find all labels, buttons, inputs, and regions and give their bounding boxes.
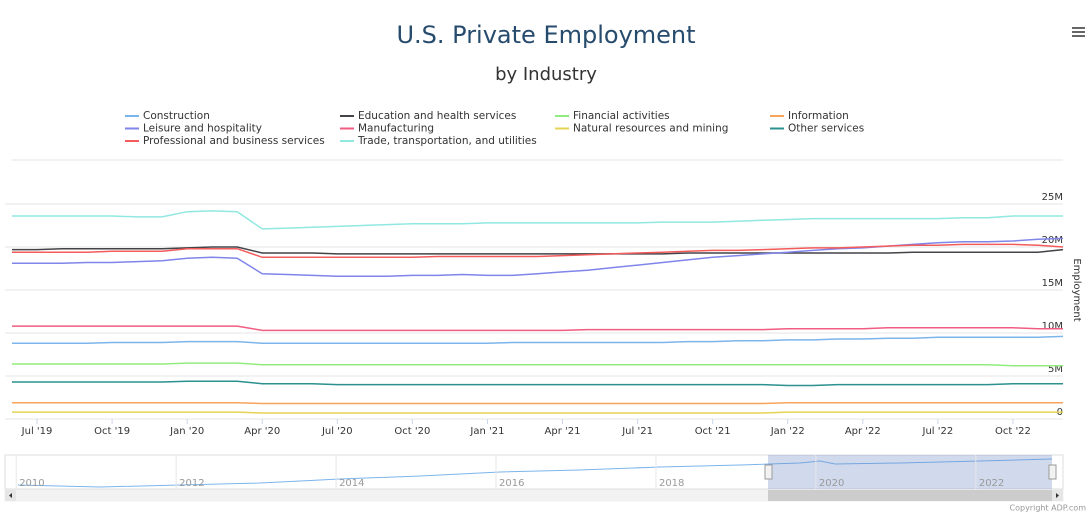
legend-item[interactable]: Construction — [125, 110, 210, 122]
navigator-handle[interactable] — [1048, 464, 1057, 480]
series-line — [12, 411, 1063, 414]
legend-label[interactable]: Financial activities — [573, 110, 670, 122]
legend-item[interactable]: Financial activities — [555, 110, 670, 122]
legend-item[interactable]: Information — [770, 110, 849, 122]
series-line — [12, 210, 1063, 230]
navigator-tick-label: 2014 — [339, 478, 364, 489]
series-line — [12, 246, 1064, 255]
series-line — [12, 335, 1064, 345]
menu-bar[interactable] — [1072, 31, 1085, 33]
x-tick-label: Jul '21 — [621, 426, 653, 437]
scrollbar-thumb[interactable] — [768, 490, 1052, 501]
navigator-tick-label: 2020 — [819, 478, 844, 489]
legend-label[interactable]: Trade, transportation, and utilities — [357, 135, 537, 147]
legend-item[interactable]: Professional and business services — [125, 135, 325, 147]
chart-title: U.S. Private Employment — [396, 21, 695, 49]
navigator-line — [17, 458, 1053, 488]
navigator-tick-label: 2022 — [979, 478, 1004, 489]
x-tick-label: Oct '20 — [394, 426, 430, 437]
legend-item[interactable]: Trade, transportation, and utilities — [340, 135, 537, 147]
legend-label[interactable]: Leisure and hospitality — [143, 123, 262, 135]
x-tick-label: Apr '22 — [845, 426, 881, 437]
x-tick-label: Oct '22 — [995, 426, 1031, 437]
scrollbar-arrow — [1056, 493, 1059, 498]
legend-label[interactable]: Manufacturing — [358, 123, 434, 135]
x-tick-label: Jan '20 — [169, 426, 204, 437]
x-tick-label: Oct '19 — [94, 426, 130, 437]
navigator-frame — [4, 454, 1064, 490]
legend-label[interactable]: Other services — [788, 123, 864, 135]
x-tick-label: Apr '20 — [244, 426, 280, 437]
scrollbar-arrow — [9, 493, 12, 498]
series-line — [12, 401, 1063, 405]
y-tick-label: 15M — [1042, 278, 1063, 289]
x-tick-label: Jan '21 — [469, 426, 504, 437]
chart-subtitle: by Industry — [495, 64, 597, 85]
menu-bar[interactable] — [1072, 27, 1085, 29]
menu-button[interactable] — [1072, 27, 1085, 37]
x-tick-label: Jul '19 — [21, 426, 53, 437]
legend-item[interactable]: Natural resources and mining — [555, 123, 728, 135]
credits: Copyright ADP.com — [1010, 504, 1087, 513]
legend-item[interactable]: Education and health services — [340, 110, 516, 122]
navigator-tick-label: 2018 — [659, 478, 684, 489]
x-tick-label: Jul '20 — [321, 426, 353, 437]
x-tick-label: Apr '21 — [545, 426, 581, 437]
series-line — [12, 362, 1063, 367]
legend-label[interactable]: Education and health services — [358, 110, 516, 122]
x-tick-label: Jan '22 — [770, 426, 805, 437]
navigator-tick-label: 2016 — [499, 478, 524, 489]
series-line — [12, 237, 1064, 277]
series-line — [12, 380, 1063, 387]
x-tick-label: Oct '21 — [695, 426, 731, 437]
legend-item[interactable]: Leisure and hospitality — [125, 123, 262, 135]
y-tick-label: 20M — [1042, 235, 1063, 246]
legend-label[interactable]: Natural resources and mining — [573, 123, 728, 135]
y-tick-label: 10M — [1042, 321, 1063, 332]
series-line — [12, 325, 1063, 332]
navigator-handle[interactable] — [764, 464, 773, 480]
navigator-tick-label: 2012 — [179, 478, 204, 489]
x-tick-label: Jul '22 — [922, 426, 954, 437]
menu-bar[interactable] — [1072, 35, 1085, 37]
legend-item[interactable]: Manufacturing — [340, 123, 434, 135]
y-tick-label: 5M — [1048, 364, 1063, 375]
series-line — [12, 243, 1064, 259]
legend-item[interactable]: Other services — [770, 123, 864, 135]
legend-label[interactable]: Professional and business services — [143, 135, 325, 147]
y-tick-label: 25M — [1042, 192, 1063, 203]
legend-label[interactable]: Information — [788, 110, 849, 122]
y-axis-title: Employment — [1071, 258, 1082, 321]
navigator-mask[interactable] — [768, 455, 1052, 489]
legend-label[interactable]: Construction — [143, 110, 210, 122]
navigator-tick-label: 2010 — [19, 478, 44, 489]
